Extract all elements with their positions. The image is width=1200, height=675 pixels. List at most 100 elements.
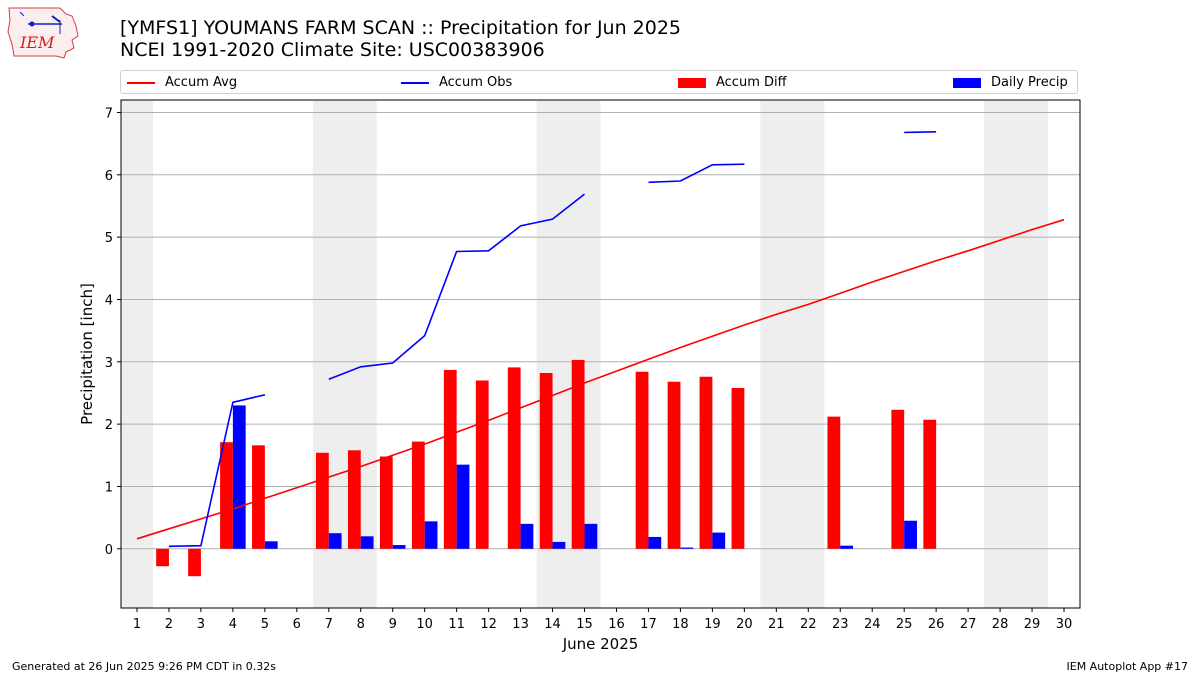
bar-accum-diff-13: [507, 367, 521, 549]
xtick-label-24: 24: [864, 617, 881, 632]
y-axis-label: Precipitation [inch]: [78, 283, 96, 425]
bar-accum-diff-11: [443, 369, 457, 549]
line-accum-obs-seg-3: [648, 163, 745, 184]
legend-item-daily-precip: Daily Precip: [953, 74, 1068, 91]
xtick-label-17: 17: [640, 617, 657, 632]
xtick-label-14: 14: [544, 617, 561, 632]
line-accum-obs-seg-1: [168, 394, 266, 548]
xtick-label-21: 21: [768, 617, 785, 632]
xtick-label-5: 5: [261, 617, 269, 632]
bar-accum-diff-4: [220, 442, 233, 549]
bar-accum-diff-5: [252, 445, 265, 549]
bar-daily-precip-17: [648, 536, 662, 549]
bar-daily-precip-15: [584, 523, 598, 549]
ytick-label-7: 7: [105, 106, 113, 121]
xtick-label-6: 6: [293, 617, 301, 632]
xtick-label-4: 4: [229, 617, 237, 632]
ytick-label-1: 1: [105, 480, 113, 495]
bar-daily-precip-19: [712, 532, 726, 549]
bar-accum-diff-10: [411, 441, 425, 549]
bar-daily-precip-8: [360, 536, 374, 549]
xtick-label-29: 29: [1024, 617, 1041, 632]
bar-daily-precip-25: [904, 520, 917, 549]
legend-item-accum-diff: Accum Diff: [678, 74, 787, 91]
xtick-label-19: 19: [704, 617, 721, 632]
ytick-label-2: 2: [105, 418, 113, 433]
xtick-label-20: 20: [736, 617, 753, 632]
xtick-label-3: 3: [197, 617, 205, 632]
bar-accum-diff-26: [923, 419, 937, 549]
bar-daily-precip-11: [456, 464, 470, 549]
legend-swatch-accum-obs: [401, 81, 429, 84]
bar-accum-diff-12: [475, 380, 489, 549]
bar-daily-precip-18: [680, 547, 694, 549]
xtick-label-1: 1: [133, 617, 141, 632]
bar-accum-diff-15: [571, 359, 585, 549]
xtick-label-2: 2: [165, 617, 173, 632]
footer-app: IEM Autoplot App #17: [1066, 660, 1189, 673]
legend-swatch-accum-avg: [127, 81, 155, 84]
xtick-label-11: 11: [448, 617, 465, 632]
iem-logo: IEM: [7, 7, 79, 59]
bar-daily-precip-10: [424, 521, 438, 549]
xtick-label-8: 8: [357, 617, 365, 632]
xtick-label-16: 16: [608, 617, 625, 632]
line-accum-obs-seg-4: [904, 131, 937, 134]
bar-daily-precip-23: [840, 545, 854, 549]
bar-accum-diff-8: [347, 450, 361, 549]
xtick-label-12: 12: [480, 617, 497, 632]
weekend-band-4: [760, 100, 825, 608]
chart-title: [YMFS1] YOUMANS FARM SCAN :: Precipitati…: [120, 17, 682, 39]
xtick-label-30: 30: [1056, 617, 1073, 632]
legend-swatch-accum-diff: [678, 77, 706, 88]
ytick-label-5: 5: [105, 231, 113, 246]
ytick-label-6: 6: [105, 169, 113, 184]
weekend-band-1: [121, 100, 153, 608]
bar-daily-precip-4: [232, 405, 246, 549]
xtick-label-15: 15: [576, 617, 593, 632]
legend-item-accum-avg: Accum Avg: [127, 74, 237, 91]
footer-generated: Generated at 26 Jun 2025 9:26 PM CDT in …: [12, 660, 277, 673]
x-axis-label: June 2025: [562, 635, 639, 653]
xtick-label-13: 13: [512, 617, 529, 632]
bar-accum-diff-25: [891, 409, 905, 549]
legend-item-accum-obs: Accum Obs: [401, 74, 512, 91]
xtick-label-25: 25: [896, 617, 913, 632]
ytick-label-4: 4: [105, 293, 113, 308]
bar-accum-diff-20: [731, 387, 745, 549]
legend-label-accum-avg: Accum Avg: [165, 75, 238, 90]
bar-accum-diff-23: [827, 416, 841, 549]
weekend-band-5: [984, 100, 1049, 608]
bar-accum-diff-9: [379, 456, 393, 549]
line-accum-obs-seg-2: [328, 193, 585, 380]
bar-accum-diff-14: [539, 373, 553, 549]
xtick-label-18: 18: [672, 617, 689, 632]
line-accum-avg-seg-1: [136, 218, 1065, 540]
bar-accum-diff-2: [156, 548, 169, 567]
xtick-label-7: 7: [325, 617, 333, 632]
bar-accum-diff-19: [699, 376, 713, 549]
xtick-label-22: 22: [800, 617, 817, 632]
bar-daily-precip-14: [552, 541, 566, 549]
ytick-label-0: 0: [105, 543, 113, 558]
bar-accum-diff-7: [315, 452, 329, 549]
xtick-label-10: 10: [416, 617, 433, 632]
legend: Accum Avg Accum Obs Accum Diff Daily Pre…: [120, 70, 1078, 94]
bar-daily-precip-7: [328, 533, 342, 549]
xtick-label-23: 23: [832, 617, 849, 632]
bar-accum-diff-18: [667, 381, 681, 549]
legend-swatch-daily-precip: [953, 77, 981, 88]
xtick-label-26: 26: [928, 617, 945, 632]
bar-accum-diff-17: [635, 371, 649, 549]
xtick-label-9: 9: [389, 617, 397, 632]
bar-daily-precip-9: [392, 545, 406, 549]
bar-daily-precip-5: [264, 541, 278, 549]
legend-label-daily-precip: Daily Precip: [991, 75, 1068, 90]
ytick-label-3: 3: [105, 356, 113, 371]
bar-daily-precip-13: [520, 523, 534, 549]
bar-accum-diff-3: [188, 548, 201, 577]
xtick-label-28: 28: [992, 617, 1009, 632]
plot-frame: [120, 99, 1081, 609]
legend-label-accum-diff: Accum Diff: [716, 75, 787, 90]
